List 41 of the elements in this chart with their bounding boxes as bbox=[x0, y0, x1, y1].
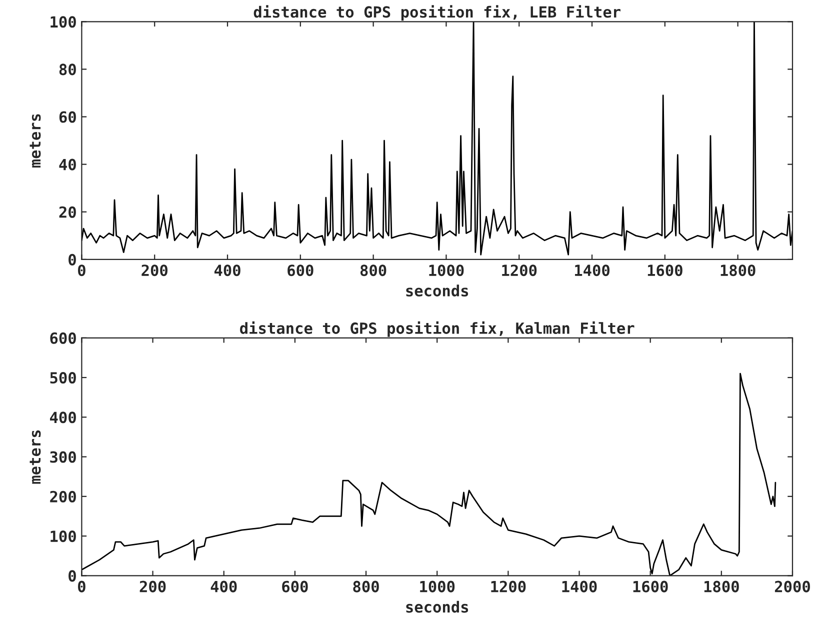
line-series bbox=[82, 372, 776, 576]
x-tick-label: 600 bbox=[282, 580, 308, 592]
y-axis-title: meters bbox=[30, 430, 41, 484]
x-tick-label: 1400 bbox=[575, 264, 610, 276]
y-tick-label: 60 bbox=[59, 111, 76, 123]
chart-title: distance to GPS position fix, LEB Filter bbox=[254, 5, 620, 21]
y-tick-label: 0 bbox=[68, 254, 76, 266]
y-tick-label: 200 bbox=[50, 490, 76, 502]
x-tick-label: 1000 bbox=[420, 580, 455, 592]
y-tick-label: 20 bbox=[59, 206, 76, 218]
y-tick-label: 300 bbox=[50, 451, 76, 463]
x-tick-label: 400 bbox=[214, 264, 240, 276]
x-tick-label: 400 bbox=[210, 580, 237, 592]
x-tick-label: 0 bbox=[78, 264, 86, 276]
x-tick-label: 1400 bbox=[562, 580, 597, 592]
y-tick-label: 400 bbox=[50, 412, 76, 424]
x-tick-label: 600 bbox=[288, 264, 314, 276]
x-tick-label: 1800 bbox=[720, 264, 756, 276]
x-axis-title: seconds bbox=[406, 600, 468, 613]
x-tick-label: 800 bbox=[360, 264, 386, 276]
y-tick-label: 100 bbox=[50, 530, 76, 542]
x-tick-label: 200 bbox=[142, 264, 168, 276]
y-tick-label: 40 bbox=[59, 158, 76, 170]
x-tick-label: 200 bbox=[140, 580, 166, 592]
y-tick-label: 0 bbox=[68, 570, 76, 582]
x-tick-label: 1600 bbox=[633, 580, 668, 592]
x-tick-label: 1600 bbox=[648, 264, 682, 276]
x-tick-label: 800 bbox=[353, 580, 379, 592]
x-tick-label: 1000 bbox=[429, 264, 464, 276]
x-tick-label: 1200 bbox=[502, 264, 537, 276]
y-tick-label: 600 bbox=[50, 332, 76, 344]
x-tick-label: 2000 bbox=[774, 580, 810, 592]
x-tick-label: 1800 bbox=[704, 580, 739, 592]
x-tick-label: 0 bbox=[78, 580, 86, 592]
y-tick-label: 80 bbox=[59, 64, 76, 76]
x-axis-title: seconds bbox=[406, 284, 468, 296]
y-tick-label: 100 bbox=[50, 16, 76, 28]
x-tick-label: 1200 bbox=[491, 580, 526, 592]
y-axis-title: meters bbox=[30, 114, 41, 168]
chart-title: distance to GPS position fix, Kalman Filter bbox=[240, 321, 634, 337]
y-tick-label: 500 bbox=[50, 372, 76, 384]
